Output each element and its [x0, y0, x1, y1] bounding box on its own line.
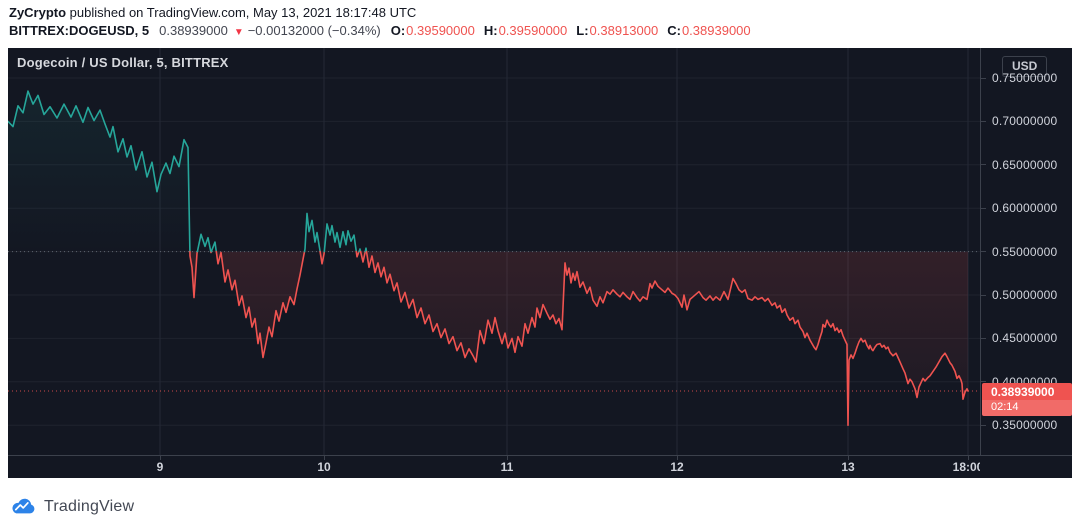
high-value: 0.39590000: [498, 23, 568, 38]
time-axis-label: 13: [841, 460, 855, 474]
price-line-chart[interactable]: [8, 48, 980, 455]
price-axis-tick: [981, 294, 986, 296]
high-key: H:: [483, 23, 498, 38]
tradingview-cloud-icon: [12, 498, 35, 513]
low-value: 0.38913000: [589, 23, 659, 38]
down-arrow-icon: ▼: [233, 27, 244, 38]
price-axis-tick: [981, 424, 986, 426]
time-axis-tick: [507, 456, 508, 460]
price-axis-tick: [981, 77, 986, 79]
tradingview-attribution[interactable]: TradingView: [10, 494, 134, 520]
price-axis-tick: [981, 251, 986, 253]
time-axis-tick: [677, 456, 678, 460]
last-price-value: 0.38939000: [159, 23, 228, 38]
time-axis-tick: [160, 456, 161, 460]
price-axis-tick: [981, 164, 986, 166]
currency-button[interactable]: USD: [1002, 56, 1048, 77]
symbol-name: BITTREX:DOGEUSD, 5: [9, 23, 150, 38]
price-axis-tick: [981, 337, 986, 339]
price-axis-label: 0.70000000: [992, 114, 1058, 129]
price-axis-label: 0.35000000: [992, 418, 1058, 433]
open-value: 0.39590000: [406, 23, 475, 38]
tradingview-brand-text: TradingView: [44, 498, 135, 515]
close-key: C:: [667, 23, 681, 38]
quote-bar: BITTREX:DOGEUSD, 5 0.38939000 ▼ −0.00132…: [9, 23, 760, 38]
price-axis-label: 0.60000000: [992, 201, 1058, 216]
price-axis-label: 0.75000000: [992, 71, 1058, 86]
time-axis-tick: [848, 456, 849, 460]
time-axis-label: 12: [670, 460, 684, 474]
price-axis-tick: [981, 381, 986, 383]
time-axis-label: 10: [317, 460, 331, 474]
close-value: 0.38939000: [681, 23, 751, 38]
time-axis-labels: 9 10 11 12 13 18:00: [8, 456, 980, 479]
chart-plot-area[interactable]: [8, 48, 980, 455]
time-axis-label: 9: [156, 460, 164, 474]
open-key: O:: [390, 23, 406, 38]
time-axis-label: 18:00: [952, 460, 980, 474]
attribution-line: ZyCrypto published on TradingView.com, M…: [9, 5, 416, 20]
attribution-author: ZyCrypto: [9, 5, 67, 20]
chart-container: Dogecoin / US Dollar, 5, BITTREX 9 10 11 12…: [8, 48, 1072, 478]
time-axis-label: 11: [500, 460, 514, 474]
attribution-text: published on TradingView.com, May 13, 20…: [66, 5, 417, 20]
price-axis-label: 0.65000000: [992, 157, 1058, 172]
price-axis-label: 0.50000000: [992, 288, 1058, 303]
price-change: −0.00132000 (−0.34%): [247, 23, 381, 38]
price-axis[interactable]: USD 0.38939000 02:14 0.75000000 0.7000000…: [980, 48, 1072, 455]
time-axis-tick: [968, 456, 969, 460]
time-axis-tick: [324, 456, 325, 460]
price-axis-tick: [981, 120, 986, 122]
last-price-tag: 0.38939000 02:14: [982, 383, 1072, 417]
price-axis-label: 0.45000000: [992, 331, 1058, 346]
time-axis[interactable]: 9 10 11 12 13 18:00: [8, 455, 1072, 478]
price-axis-tick: [981, 207, 986, 209]
low-key: L:: [576, 23, 589, 38]
last-price-tag-value: 0.38939000: [991, 385, 1055, 400]
chart-title: Dogecoin / US Dollar, 5, BITTREX: [17, 55, 229, 70]
price-axis-label: 0.55000000: [992, 244, 1058, 259]
bar-countdown: 02:14: [982, 400, 1072, 417]
